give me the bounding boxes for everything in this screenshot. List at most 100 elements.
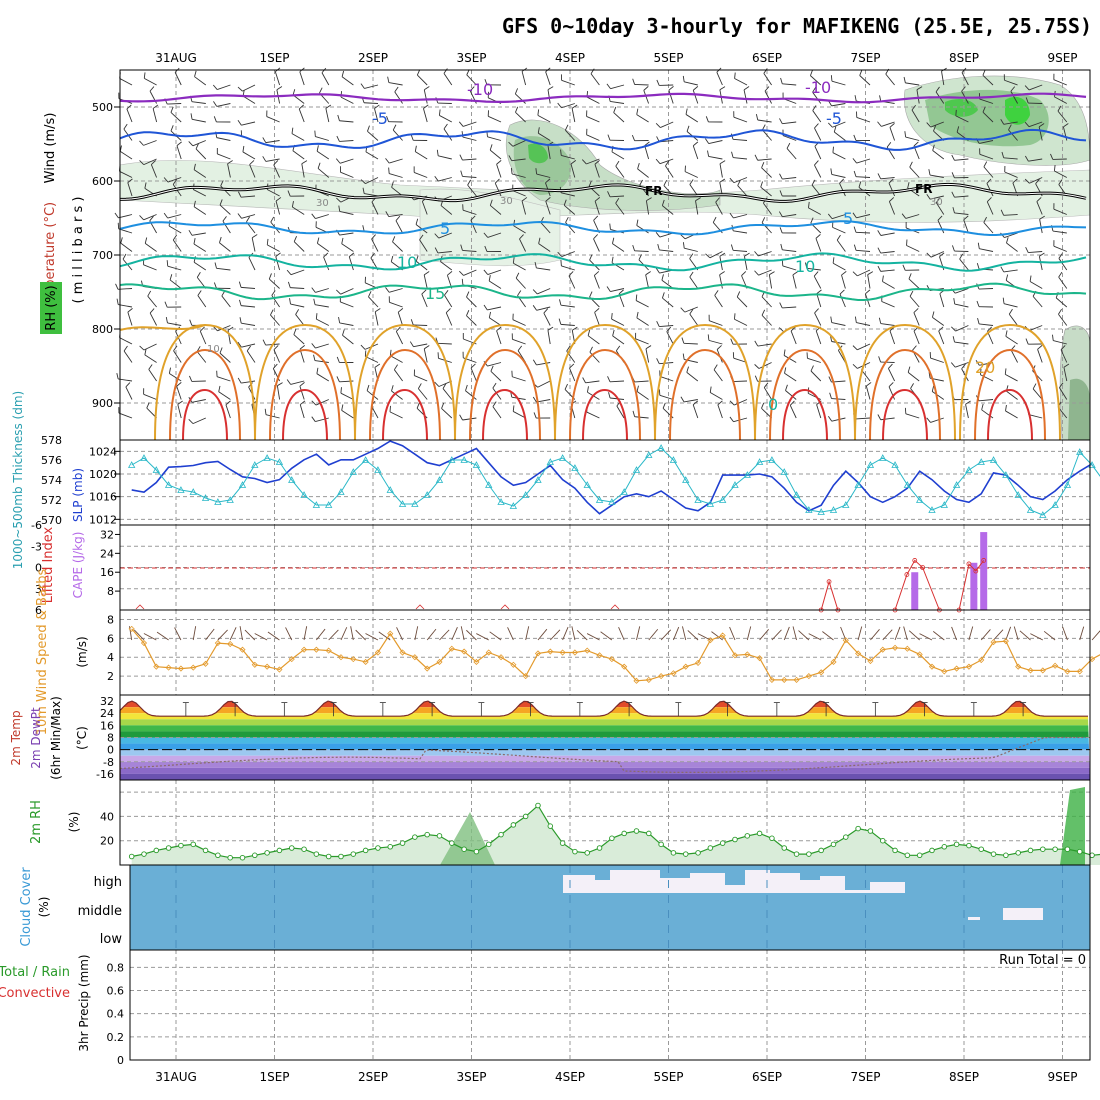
thickness-marker	[1014, 491, 1022, 498]
upper-wind-barb	[733, 230, 748, 234]
wind10m-line	[131, 628, 1100, 682]
upper-wind-barb	[763, 202, 772, 215]
upper-wind-barb-flag	[188, 229, 193, 236]
upper-wind-barb-flag	[424, 86, 430, 91]
upper-wind-barb-flag	[1052, 334, 1054, 341]
upper-wind-barb-flag	[644, 141, 650, 146]
rh2m-marker	[732, 836, 738, 843]
upper-wind-barb	[814, 312, 822, 326]
upper-wind-barb-flag	[176, 141, 182, 147]
wind10m-barb	[771, 629, 782, 641]
upper-wind-barb-flag	[877, 230, 882, 236]
upper-wind-barb-flag	[311, 343, 316, 349]
upper-wind-barb	[686, 371, 699, 382]
upper-wind-barb	[496, 164, 502, 178]
upper-wind-barb-flag	[715, 197, 720, 203]
wind10m-marker	[165, 664, 172, 671]
upper-wind-barb-flag	[337, 114, 340, 121]
wind10m-barb	[636, 626, 641, 641]
upper-wind-barb-flag	[779, 227, 783, 234]
rh2m-marker	[239, 854, 246, 861]
wind10m-legend: 10m Wind Speed & Barbs	[35, 569, 50, 736]
upper-wind-barb	[659, 232, 674, 238]
upper-wind-barb-flag	[939, 252, 945, 258]
upper-wind-barb	[790, 330, 797, 345]
upper-wind-barb	[929, 174, 944, 178]
upper-wind-barb	[316, 318, 330, 326]
cloud-level-low: low	[100, 932, 123, 947]
upper-wind-barb-flag	[761, 217, 766, 223]
upper-wind-barb-flag	[902, 264, 906, 271]
upper-wind-barb	[710, 392, 723, 400]
wind10m-marker	[719, 632, 726, 639]
upper-wind-barb-flag	[237, 86, 243, 92]
upper-wind-barb-flag	[815, 234, 821, 239]
wind10m-barb	[586, 633, 600, 641]
wind10m-marker	[485, 649, 492, 656]
upper-wind-barb-flag	[878, 356, 882, 363]
upper-wind-barb	[1038, 126, 1043, 141]
upper-wind-barb	[784, 372, 797, 382]
upper-wind-barb-flag	[961, 363, 966, 370]
wind10m-barb	[328, 629, 339, 641]
thickness-marker	[866, 461, 875, 468]
slp-tick-label: 1016	[89, 491, 117, 504]
upper-wind-barb-flag	[901, 213, 907, 219]
upper-wind-barb-flag	[196, 272, 201, 278]
upper-wind-barb-flag	[341, 237, 344, 244]
wind10m-marker	[547, 648, 554, 655]
rh-legend-swatch	[40, 282, 62, 334]
wind10m-marker	[596, 652, 603, 659]
upper-wind-barb	[487, 136, 502, 141]
wind10m-marker	[904, 645, 911, 652]
contour-20-lobe	[654, 323, 756, 441]
li-spike	[415, 604, 425, 610]
upper-wind-barb	[719, 274, 723, 289]
upper-wind-barb	[861, 369, 871, 382]
upper-wind-barb	[587, 335, 600, 345]
contour-25-lobe	[769, 348, 841, 441]
upper-wind-barb	[939, 293, 945, 308]
upper-wind-barb-flag	[882, 275, 884, 282]
upper-wind-barb	[270, 314, 280, 326]
upper-wind-barb	[118, 304, 133, 308]
upper-wind-barb	[569, 367, 576, 382]
upper-wind-barb	[242, 84, 256, 92]
upper-wind-barb	[167, 322, 182, 326]
upper-wind-barb	[488, 115, 502, 123]
upper-wind-barb-flag	[926, 252, 932, 258]
upper-wind-barb	[470, 367, 477, 382]
upper-wind-barb	[634, 380, 649, 383]
upper-wind-barb-flag	[165, 316, 168, 324]
upper-wind-barb	[389, 301, 403, 308]
upper-wind-barb	[241, 195, 256, 198]
upper-wind-barb-flag	[692, 400, 699, 406]
upper-wind-barb-flag	[419, 234, 424, 241]
upper-wind-barb	[561, 265, 575, 271]
upper-wind-barb-flag	[163, 177, 169, 183]
upper-wind-barb	[295, 314, 305, 326]
upper-wind-barb-flag	[709, 386, 712, 393]
upper-wind-barb	[905, 413, 920, 419]
run-total-label: Run Total = 0	[999, 953, 1086, 968]
upper-wind-barb	[217, 153, 231, 160]
upper-wind-barb-flag	[590, 68, 595, 75]
upper-wind-barb-flag	[638, 254, 642, 261]
upper-wind-barb-flag	[692, 86, 699, 91]
upper-wind-barb	[831, 103, 846, 107]
upper-wind-barb	[249, 164, 256, 178]
upper-wind-barb	[733, 249, 748, 252]
thickness-marker	[817, 508, 825, 515]
rh2m-marker	[978, 846, 984, 852]
rh2m-marker	[707, 845, 714, 851]
upper-wind-barb	[463, 269, 477, 276]
upper-wind-barb-flag	[443, 123, 448, 130]
upper-wind-barb-flag	[588, 180, 592, 187]
upper-wind-barb-flag	[888, 178, 894, 184]
wind10m-marker	[990, 639, 997, 646]
thickness-marker	[411, 500, 419, 507]
thickness-marker	[780, 468, 788, 475]
upper-wind-barb	[127, 311, 133, 326]
upper-wind-barb-flag	[1039, 215, 1045, 220]
